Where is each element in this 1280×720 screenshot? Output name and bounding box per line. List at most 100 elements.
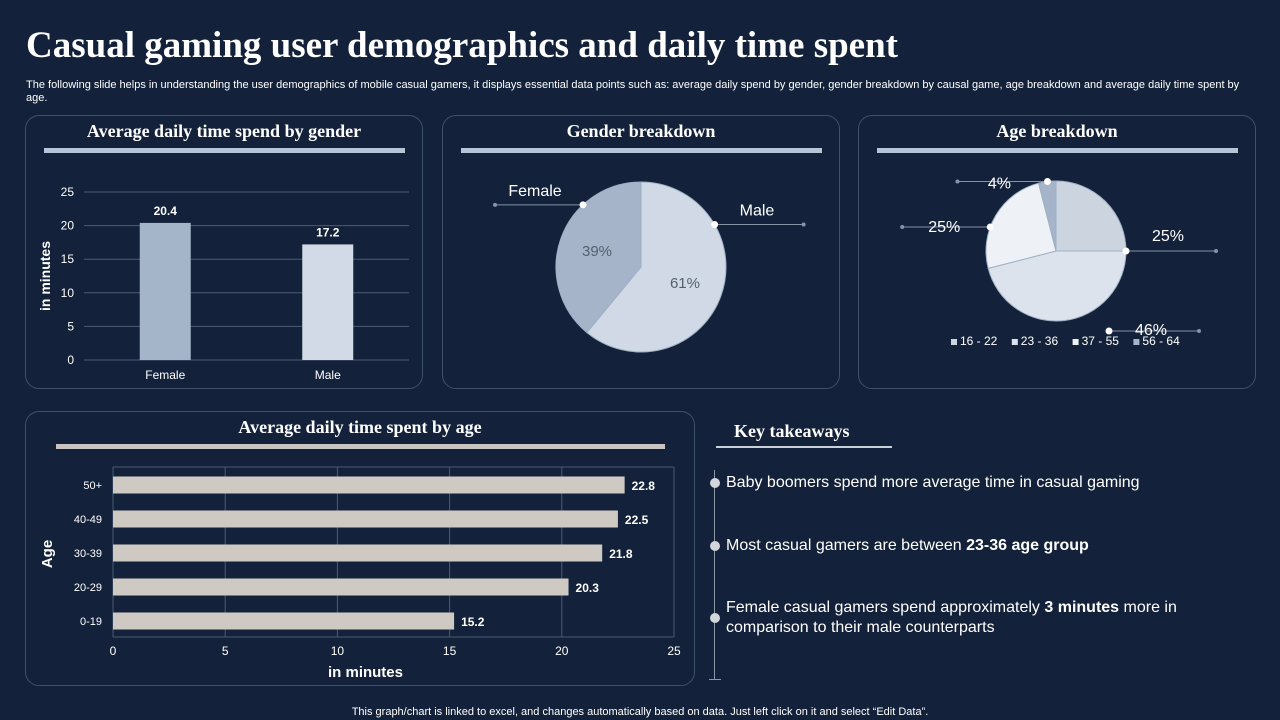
age-bar-3 — [113, 578, 569, 596]
age-x-tick-label-3: 15 — [443, 644, 457, 658]
legend-label-3: 56 - 64 — [1142, 334, 1180, 348]
pie-slice-female — [555, 181, 642, 334]
legend-label-1: 23 - 36 — [1021, 334, 1059, 348]
age-value-label-0: 25% — [1152, 228, 1184, 245]
leader-end-0 — [801, 222, 806, 227]
age-x-tick-label-4: 20 — [555, 644, 569, 658]
y-tick-label-5: 25 — [61, 185, 75, 199]
takeaways-underline — [716, 446, 892, 448]
takeaways-timeline-end — [709, 679, 721, 680]
age-leader-dot-2 — [986, 223, 994, 231]
takeaway-2-text: Most casual gamers are between — [726, 537, 967, 554]
age-leader-dot-1 — [1105, 327, 1113, 335]
takeaways-timeline — [714, 470, 715, 680]
y-tick-label-3: 15 — [61, 252, 75, 266]
gender-time-title-bar — [44, 148, 405, 153]
takeaway-1-text: Baby boomers spend more average time in … — [726, 474, 1140, 491]
age-leader-end-1 — [1197, 329, 1201, 333]
age-breakdown-panel: Age breakdown 25% 46% 25% 4% 16 - 22 23 - 36 3… — [858, 115, 1256, 389]
age-leader-dot-0 — [1122, 247, 1130, 255]
y-tick-label-4: 20 — [61, 219, 75, 233]
age-leader-end-3 — [955, 179, 960, 184]
x-tick-label-0: Female — [145, 368, 185, 382]
pie-slice-1 — [987, 250, 1127, 322]
age-bar-value-label-1: 22.5 — [625, 513, 649, 527]
age-bar-4 — [113, 612, 455, 630]
age-x-tick-label-5: 25 — [667, 644, 681, 658]
y-tick-label-1: 5 — [67, 319, 74, 333]
legend-swatch-0 — [951, 339, 957, 345]
gender-breakdown-chart: 61% 39% Male Female — [493, 181, 806, 353]
age-time-title: Average daily time spent by age — [238, 417, 482, 437]
bar-female — [139, 222, 191, 360]
bar-value-label-0: 20.4 — [154, 204, 178, 218]
age-breakdown-title-bar — [877, 148, 1238, 153]
gender-breakdown-panel: Gender breakdown 61% 39% Male Female — [442, 115, 840, 389]
page-title: Casual gaming user demographics and dail… — [26, 25, 898, 66]
age-bar-value-label-2: 21.8 — [609, 547, 633, 561]
takeaway-3-bold: 3 minutes — [1044, 599, 1120, 616]
pie-category-label-female: Female — [508, 183, 561, 200]
age-bar-value-label-4: 15.2 — [461, 615, 485, 629]
age-time-panel: Average daily time spent by age 0 5 10 15 20… — [25, 411, 695, 686]
pie-slice-male — [586, 181, 727, 353]
legend-swatch-1 — [1011, 339, 1018, 345]
age-value-label-3: 4% — [988, 176, 1011, 193]
age-bar-value-label-3: 20.3 — [576, 581, 600, 595]
takeaway-dot-3 — [710, 613, 720, 623]
gender-breakdown-title: Gender breakdown — [566, 121, 716, 141]
age-bar-0 — [113, 476, 625, 494]
pie-slice-0 — [1055, 180, 1127, 252]
takeaway-item-3: Female casual gamers spend approximately… — [726, 598, 1216, 638]
age-x-tick-label-1: 5 — [222, 644, 229, 658]
takeaway-3-tail: more in comparison to their male counter… — [726, 599, 1177, 636]
y-tick-label-0: 0 — [67, 353, 74, 367]
legend-label-2: 37 - 55 — [1082, 334, 1120, 348]
legend-swatch-3 — [1133, 339, 1140, 345]
pie-slice-2 — [985, 182, 1057, 270]
age-x-tick-label-0: 0 — [110, 644, 117, 658]
age-category-label-3: 20-29 — [74, 582, 102, 594]
age-x-axis-label: in minutes — [328, 664, 403, 681]
age-category-label-0: 50+ — [83, 480, 102, 492]
age-x-tick-label-2: 10 — [331, 644, 345, 658]
gender-time-panel: Average daily time spend by gender 0 5 10 1… — [25, 115, 423, 389]
y-axis-label: in minutes — [37, 241, 53, 311]
pie-value-label-1: 39% — [582, 243, 612, 260]
age-leader-dot-3 — [1043, 178, 1051, 186]
footer-note: This graph/chart is linked to excel, and… — [351, 706, 929, 718]
page-subtitle: The following slide helps in understandi… — [26, 79, 1240, 104]
age-category-label-1: 40-49 — [74, 514, 102, 526]
age-time-title-bar — [56, 444, 665, 449]
leader-end-1 — [493, 202, 498, 207]
age-bar-value-label-0: 22.8 — [632, 479, 656, 493]
legend-label-0: 16 - 22 — [960, 334, 998, 348]
age-breakdown-chart: 25% 46% 25% 4% 16 - 22 23 - 36 37 - 55 56 - 64 — [900, 176, 1218, 348]
age-time-chart: 0 5 10 15 20 25 in minutes Age 22.8 50+ 22.5 40-49 2… — [39, 466, 681, 681]
takeaway-3-text: Female casual gamers spend approximately — [726, 599, 1045, 616]
age-category-label-4: 0-19 — [80, 616, 102, 628]
age-category-label-2: 30-39 — [74, 548, 102, 560]
age-value-label-1: 46% — [1135, 322, 1167, 339]
takeaways-title: Key takeaways — [734, 421, 850, 441]
bar-value-label-1: 17.2 — [316, 225, 340, 239]
takeaway-dot-1 — [710, 478, 720, 488]
takeaway-2-bold: 23-36 age group — [966, 537, 1089, 554]
leader-dot-1 — [579, 201, 587, 209]
age-bar-1 — [113, 510, 618, 528]
gender-breakdown-title-bar — [461, 148, 822, 153]
takeaway-dot-2 — [710, 541, 720, 551]
age-value-label-2: 25% — [928, 219, 960, 236]
takeaway-item-1: Baby boomers spend more average time in … — [726, 473, 1216, 493]
pie-category-label-male: Male — [740, 203, 775, 220]
age-leader-end-0 — [1214, 249, 1218, 253]
age-leader-end-2 — [900, 225, 905, 230]
gender-time-chart: 0 5 10 15 20 25 in minutes 20.4 Female 17.2 Male — [37, 185, 409, 382]
x-tick-label-1: Male — [315, 368, 341, 382]
y-tick-label-2: 10 — [61, 286, 75, 300]
legend-swatch-2 — [1072, 339, 1079, 345]
pie-value-label-0: 61% — [670, 275, 700, 292]
leader-dot-0 — [711, 221, 719, 228]
takeaway-item-2: Most casual gamers are between 23-36 age… — [726, 536, 1216, 556]
gender-time-title: Average daily time spend by gender — [86, 121, 362, 141]
